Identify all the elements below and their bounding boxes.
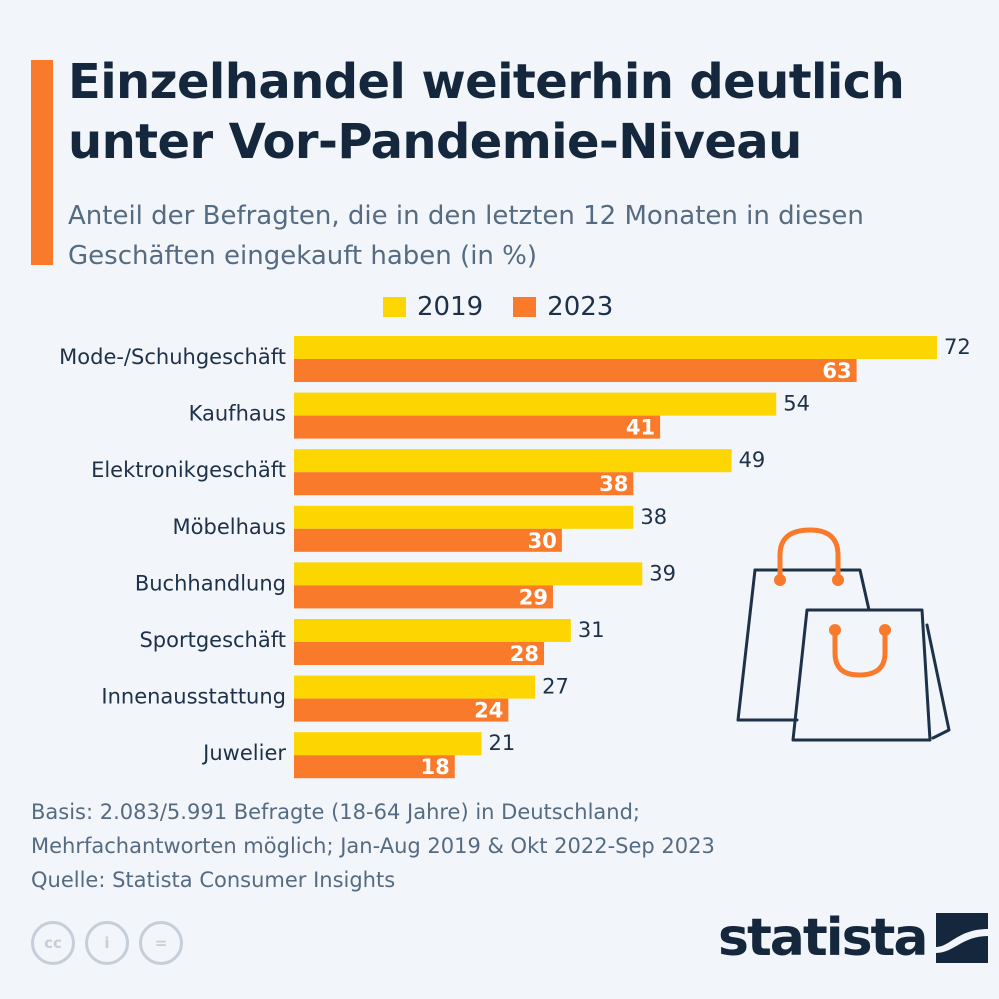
shopping-bags-icon — [736, 527, 951, 742]
category-label: Möbelhaus — [173, 515, 286, 539]
footnote-source: Quelle: Statista Consumer Insights — [31, 868, 396, 892]
category-label: Innenausstattung — [101, 685, 286, 709]
value-label-2019: 49 — [739, 448, 766, 472]
category-label: Sportgeschäft — [139, 628, 286, 652]
chart-footnote: Basis: 2.083/5.991 Befragte (18-64 Jahre… — [31, 795, 961, 897]
legend-label-2019: 2019 — [417, 292, 484, 322]
value-label-2023: 38 — [599, 472, 628, 496]
bar-2019 — [294, 675, 536, 699]
value-label-2019: 72 — [944, 335, 971, 359]
legend-swatch-2023 — [513, 297, 537, 317]
value-label-2023: 24 — [474, 699, 503, 723]
footnote-basis-line2: Mehrfachantworten möglich; Jan-Aug 2019 … — [31, 834, 715, 858]
bar-2023 — [294, 359, 857, 382]
legend-item-2019: 2019 — [383, 292, 483, 322]
value-label-2019: 21 — [489, 731, 516, 755]
legend-label-2023: 2023 — [547, 292, 614, 322]
bar-2019 — [294, 449, 732, 473]
bar-2019 — [294, 732, 482, 756]
bar-2019 — [294, 562, 643, 586]
bar-2023 — [294, 642, 545, 665]
bar-2019 — [294, 505, 634, 529]
bar-2023 — [294, 415, 661, 439]
value-label-2019: 54 — [783, 392, 810, 416]
value-label-2019: 39 — [649, 561, 676, 585]
value-label-2023: 18 — [421, 755, 450, 779]
page-title: Einzelhandel weiterhin deutlich unter Vo… — [68, 54, 905, 170]
statista-logo[interactable]: statista — [718, 908, 989, 968]
cc-icon[interactable]: cc — [31, 921, 75, 965]
brand-name: statista — [718, 908, 928, 968]
legend-swatch-2019 — [383, 297, 406, 317]
bar-2023 — [294, 698, 509, 722]
category-label: Buchhandlung — [135, 571, 286, 595]
value-label-2023: 63 — [822, 359, 851, 383]
value-label-2019: 31 — [578, 618, 605, 642]
page-subtitle: Anteil der Befragten, die in den letzten… — [68, 201, 864, 271]
bar-2019 — [294, 619, 571, 642]
bar-2019 — [294, 392, 777, 416]
category-label: Kaufhaus — [189, 402, 286, 426]
statista-mark-icon — [936, 913, 989, 963]
value-label-2019: 27 — [542, 675, 569, 699]
category-label: Mode-/Schuhgeschäft — [59, 345, 286, 369]
category-label: Juwelier — [201, 741, 286, 765]
legend-item-2023: 2023 — [513, 292, 613, 322]
value-label-2023: 30 — [528, 529, 557, 553]
bar-2023 — [294, 472, 634, 496]
bar-2019 — [294, 336, 937, 359]
value-label-2019: 38 — [640, 505, 667, 529]
chart-legend: 2019 2023 — [383, 292, 643, 322]
title-accent-bar — [31, 60, 53, 265]
footnote-basis-line1: Basis: 2.083/5.991 Befragte (18-64 Jahre… — [31, 800, 640, 824]
value-label-2023: 28 — [510, 642, 539, 666]
category-label: Elektronikgeschäft — [91, 458, 286, 482]
bar-2023 — [294, 585, 553, 609]
no-derivatives-icon[interactable]: = — [139, 921, 183, 965]
value-label-2023: 41 — [626, 416, 655, 440]
bar-2023 — [294, 755, 455, 779]
bar-2023 — [294, 528, 562, 552]
license-icons: cc i = — [31, 921, 193, 965]
value-label-2023: 29 — [519, 585, 548, 609]
attribution-icon[interactable]: i — [85, 921, 129, 965]
